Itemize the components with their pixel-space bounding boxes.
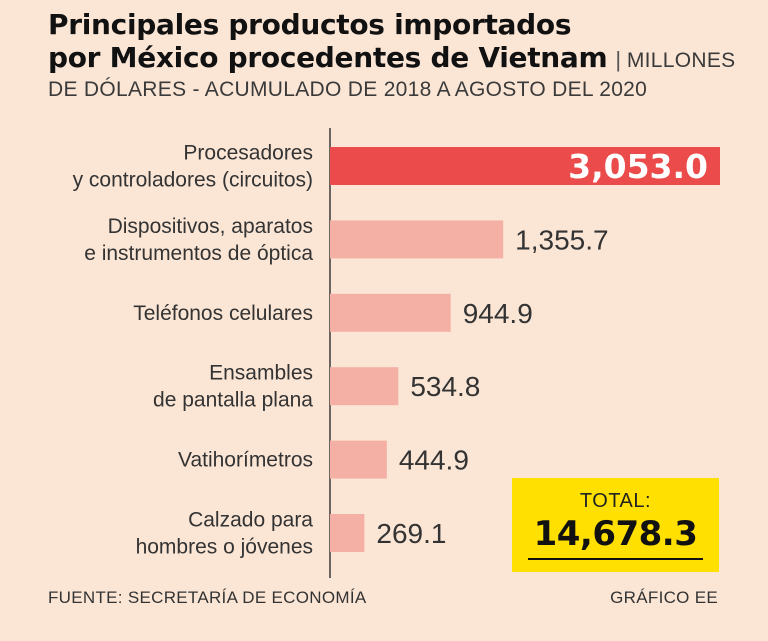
- category-label-2-line-0: Teléfonos celulares: [133, 302, 313, 325]
- total-box: TOTAL: 14,678.3: [512, 478, 719, 572]
- category-label-4-line-0: Vatihorímetros: [178, 449, 313, 472]
- bar-0: [330, 147, 720, 185]
- bar-5: [330, 514, 365, 552]
- chart-title-line-1: Principales productos importados: [48, 8, 572, 41]
- total-value: 14,678.3: [533, 514, 698, 554]
- category-label-1-line-1: e instrumentos de óptica: [84, 242, 313, 265]
- category-label-5-line-0: Calzado para: [188, 509, 313, 532]
- total-label: TOTAL:: [579, 490, 652, 512]
- category-label-3-line-0: Ensambles: [209, 362, 313, 385]
- bar-value-label-2: 944.9: [463, 298, 533, 329]
- chart-title-line-2-text: por México procedentes de Vietnam: [48, 41, 608, 74]
- bar-4: [330, 440, 387, 479]
- category-label-1-line-0: Dispositivos, aparatos: [108, 215, 313, 238]
- source-note: FUENTE: SECRETARÍA DE ECONOMÍA: [48, 588, 367, 607]
- category-label-0-line-0: Procesadores: [183, 142, 313, 165]
- title-separator: |: [615, 47, 621, 72]
- total-underline: [528, 558, 703, 560]
- category-label-5-line-1: hombres o jóvenes: [136, 536, 313, 559]
- bar-value-label-4: 444.9: [399, 445, 469, 476]
- subtitle-units-part-1: MILLONES: [626, 49, 736, 72]
- bar-value-label-3: 534.8: [410, 371, 480, 402]
- bar-3: [330, 367, 399, 406]
- graphic-credit: GRÁFICO EE: [610, 588, 718, 607]
- category-label-0-line-1: y controladores (circuitos): [73, 169, 313, 192]
- category-label-3-line-1: de pantalla plana: [153, 389, 313, 412]
- chart-title-line-2: por México procedentes de Vietnam | MILLON…: [48, 41, 735, 78]
- bar-value-label-0: 3,053.0: [568, 147, 708, 186]
- subtitle-units-part-2: DE DÓLARES - ACUMULADO DE 2018 A AGOSTO …: [48, 78, 648, 101]
- bar-1: [330, 220, 504, 259]
- bar-2: [330, 293, 451, 332]
- bar-value-label-1: 1,355.7: [515, 224, 608, 255]
- bar-value-label-5: 269.1: [376, 518, 446, 549]
